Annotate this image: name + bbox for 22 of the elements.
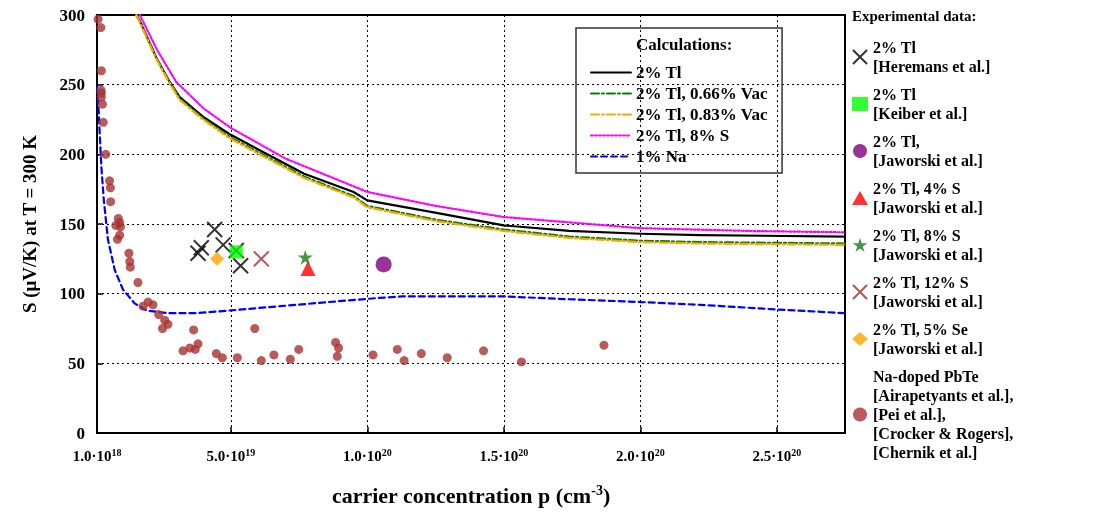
legend-label: 2% Tl	[636, 63, 682, 82]
y-axis-title: S (μV/K) at T = 300 K	[19, 134, 41, 314]
y-tick-label: 250	[59, 75, 85, 95]
annotation: Calculations:	[636, 35, 733, 54]
legend-label: 2% Tl, 4% S [Jaworski et al.]	[873, 180, 983, 216]
legend-label: 2% Tl, 12% S [Jaworski et al.]	[873, 274, 983, 310]
legend-label: 2% Tl, 5% Se [Jaworski et al.]	[873, 321, 983, 357]
legend-label: 2% Tl, 0.66% Vac	[636, 84, 768, 103]
y-tick-label: 50	[68, 353, 85, 373]
y-tick-label: 200	[59, 144, 85, 164]
legend-title: Experimental data:	[852, 7, 977, 24]
legend-label: 2% Tl [Keiber et al.]	[873, 86, 968, 122]
legend-label: 2% Tl, [Jaworski et al.]	[873, 133, 983, 169]
y-tick-label: 300	[59, 5, 85, 25]
y-tick-label: 150	[59, 214, 85, 234]
legend-label: 2% Tl, 0.83% Vac	[636, 105, 768, 124]
legend-label: Na-doped PbTe [Airapetyants et al.], [Pei et al.], [Crocker & Rogers], [Chernik et al.]	[873, 368, 1014, 461]
legend-label: 2% Tl [Heremans et al.]	[873, 39, 991, 75]
legend-label: 2% Tl, 8% S	[636, 126, 730, 145]
legend-label: 2% Tl, 8% S [Jaworski et al.]	[873, 227, 983, 263]
y-tick-label: 100	[59, 284, 85, 304]
y-tick-label: 0	[76, 423, 85, 443]
